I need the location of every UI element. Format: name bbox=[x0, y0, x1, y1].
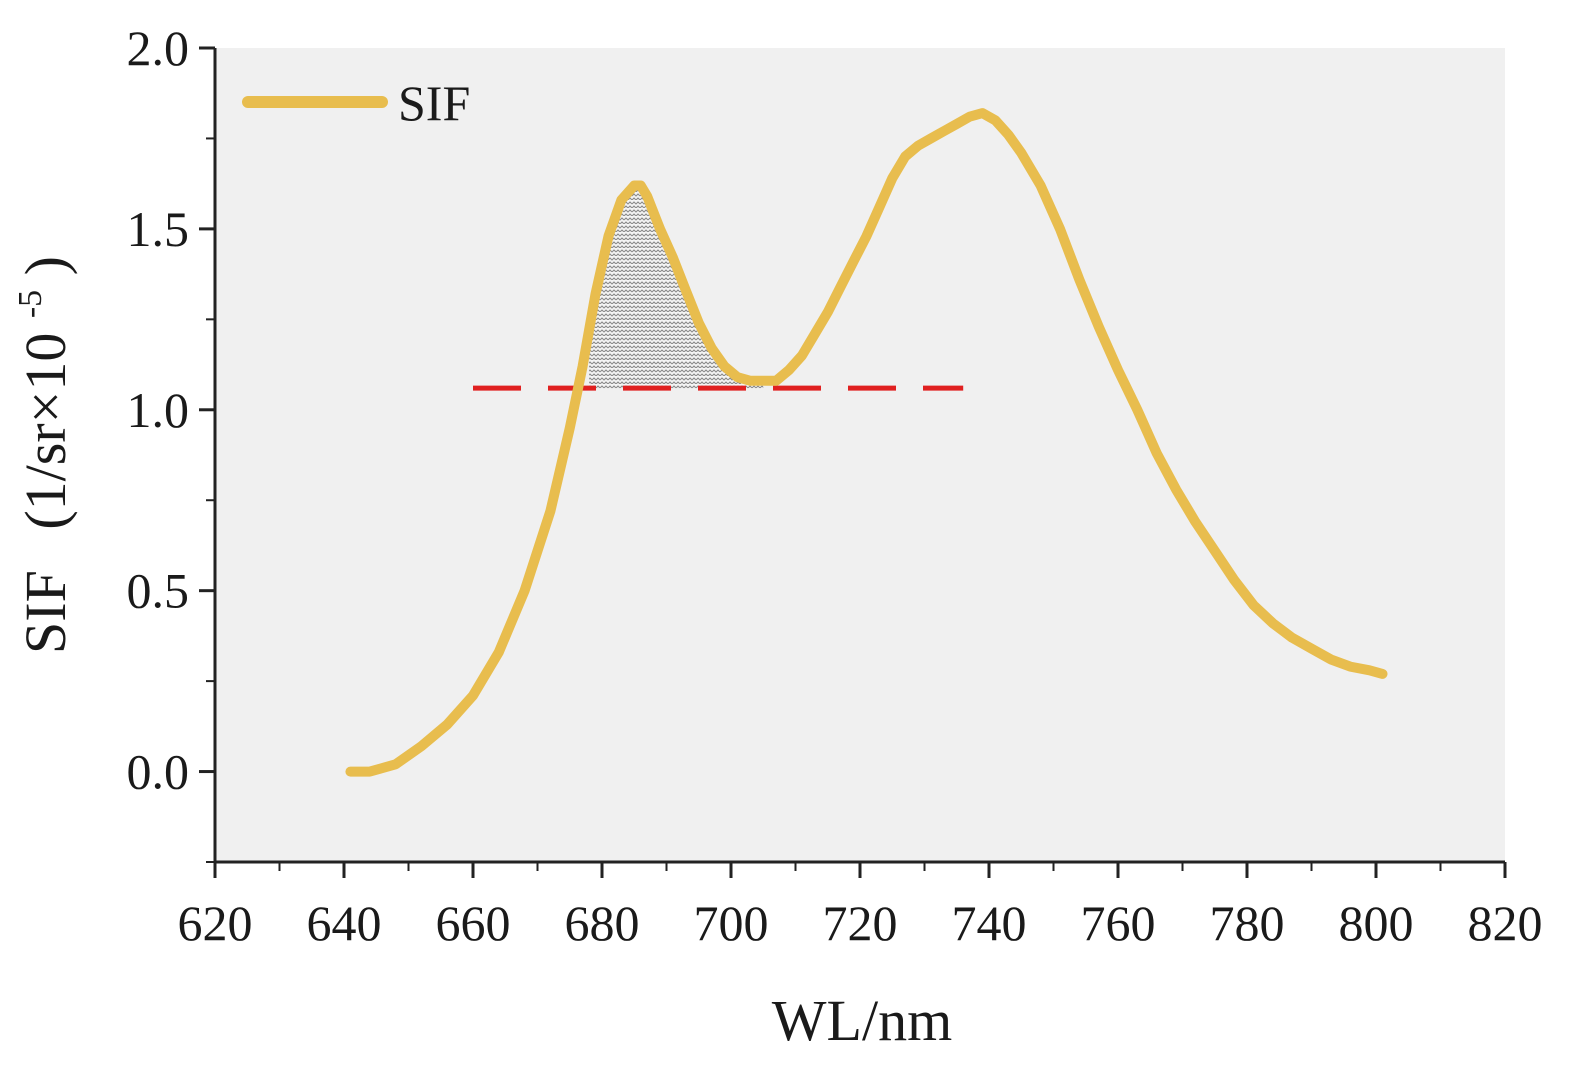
x-tick-label: 660 bbox=[436, 895, 511, 951]
x-tick-label: 800 bbox=[1339, 895, 1414, 951]
x-tick-label: 620 bbox=[178, 895, 253, 951]
shaded-area bbox=[589, 185, 764, 389]
x-tick-label: 760 bbox=[1081, 895, 1156, 951]
x-tick-label: 680 bbox=[565, 895, 640, 951]
legend: SIF bbox=[242, 75, 470, 131]
x-tick-label: 720 bbox=[823, 895, 898, 951]
series-line-sif bbox=[345, 108, 1388, 777]
x-tick-label: 640 bbox=[307, 895, 382, 951]
y-tick-label: 0.0 bbox=[127, 744, 190, 800]
x-tick-label: 780 bbox=[1210, 895, 1285, 951]
y-axis-title-close: ) bbox=[13, 256, 78, 275]
y-axis-title-main: SIF bbox=[13, 570, 78, 654]
y-tick-label: 1.5 bbox=[127, 201, 190, 257]
y-ticks-layer: 0.0 0.5 1.0 1.5 2.0 bbox=[127, 20, 215, 863]
y-tick-label: 1.0 bbox=[127, 382, 190, 438]
plot-area bbox=[215, 48, 1505, 862]
x-ticks-layer: 620 640 660 680 700 720 740 760 780 800 820 bbox=[178, 862, 1543, 951]
y-tick-label: 0.5 bbox=[127, 563, 190, 619]
y-axis-title-exponent: -5 bbox=[12, 290, 49, 318]
shaded-region-layer bbox=[589, 185, 764, 389]
y-axis-title: SIF (1/sr×10 -5 ) bbox=[0, 256, 78, 654]
x-tick-label: 820 bbox=[1468, 895, 1543, 951]
y-tick-label: 2.0 bbox=[127, 20, 190, 76]
series-layer bbox=[345, 108, 1388, 777]
y-axis-title-unit: (1/sr×10 bbox=[13, 333, 78, 530]
x-axis-title: WL/nm bbox=[772, 988, 952, 1053]
x-tick-label: 740 bbox=[952, 895, 1027, 951]
legend-label-sif: SIF bbox=[398, 75, 470, 131]
x-tick-label: 700 bbox=[694, 895, 769, 951]
